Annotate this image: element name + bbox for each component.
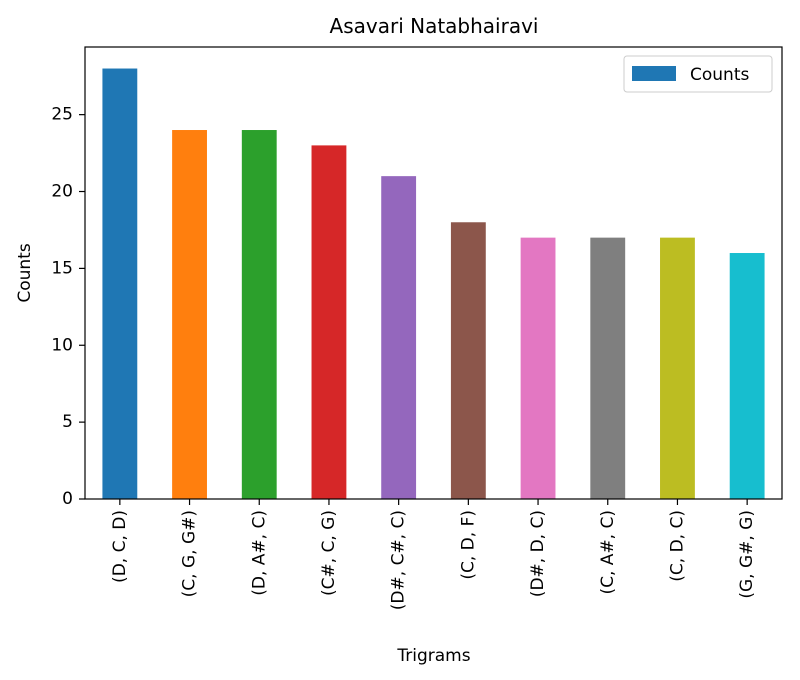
plot-frame [84,46,783,500]
bar-7 [590,237,626,499]
x-tick-label-4: (D#, C#, C) [389,510,409,610]
bar-6 [520,237,556,499]
y-tick-label-2: 10 [51,335,73,355]
legend-swatch [632,66,676,81]
x-tick-label-2: (D, A#, C) [249,510,269,596]
bar-8 [660,237,695,499]
y-tick-label-0: 0 [62,489,73,509]
x-tick-label-0: (D, C, D) [110,510,130,583]
legend: Counts [623,55,773,93]
y-axis-label: Counts [15,243,35,302]
x-tick-label-7: (C, A#, C) [598,510,618,595]
chart-title: Asavari Natabhairavi [330,14,539,38]
bar-2 [241,130,277,500]
x-tick-label-3: (C#, C, G) [319,510,339,596]
bar-1 [172,130,207,500]
y-tick-label-3: 15 [51,258,73,278]
x-tick-label-9: (G, G#, G) [737,510,757,599]
bar-3 [311,145,347,499]
y-tick-label-5: 25 [51,105,73,125]
legend-box [623,55,773,93]
x-tick-label-8: (C, D, C) [667,510,687,582]
x-tick-label-5: (C, D, F) [458,510,478,580]
x-tick-label-6: (D#, D, C) [528,510,548,597]
bar-5 [450,222,486,499]
x-axis-label: Trigrams [396,646,470,666]
bars-group [102,68,765,500]
y-tick-label-4: 20 [51,182,73,202]
x-axis: (D, C, D) (C, G, G#) (D, A#, C) (C#, C, G) (… [110,499,757,610]
y-tick-label-1: 5 [62,412,73,432]
x-tick-label-1: (C, G, G#) [180,510,200,597]
bar-4 [381,176,417,499]
legend-label: Counts [690,65,749,85]
bar-9 [729,253,765,499]
y-axis: 0 5 10 15 20 25 [51,105,85,509]
bar-0 [102,68,138,500]
